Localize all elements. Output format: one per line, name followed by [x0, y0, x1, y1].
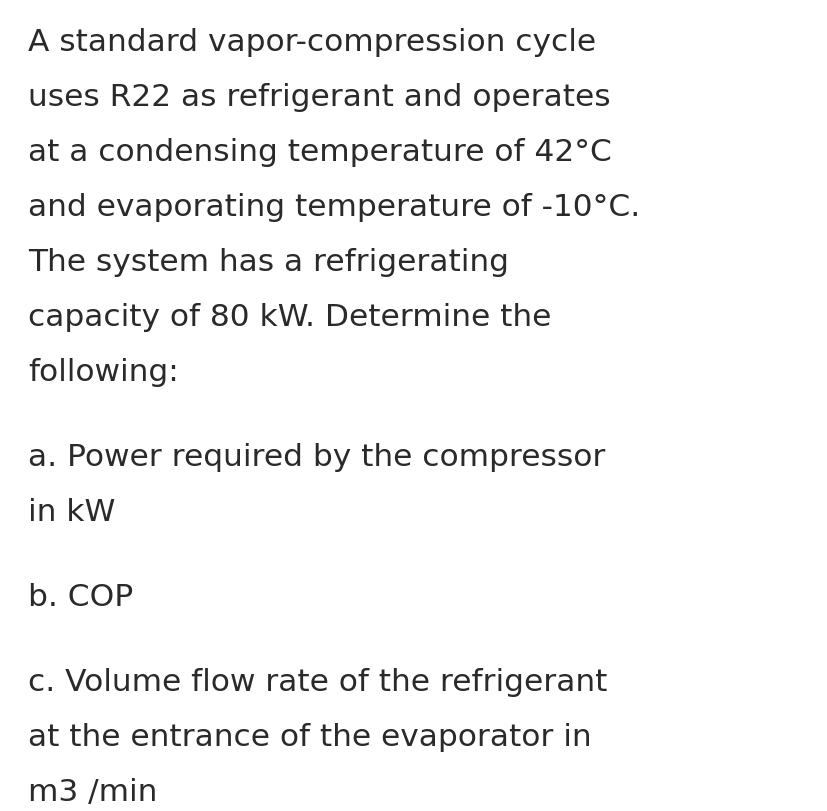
Text: b. COP: b. COP: [28, 582, 133, 611]
Text: in kW: in kW: [28, 497, 116, 526]
Text: m3 /min: m3 /min: [28, 777, 157, 806]
Text: a. Power required by the compressor: a. Power required by the compressor: [28, 443, 605, 471]
Text: c. Volume flow rate of the refrigerant: c. Volume flow rate of the refrigerant: [28, 667, 607, 696]
Text: and evaporating temperature of -10°C.: and evaporating temperature of -10°C.: [28, 193, 640, 221]
Text: A standard vapor-compression cycle: A standard vapor-compression cycle: [28, 28, 596, 57]
Text: at the entrance of the evaporator in: at the entrance of the evaporator in: [28, 722, 591, 751]
Text: capacity of 80 kW. Determine the: capacity of 80 kW. Determine the: [28, 303, 552, 332]
Text: uses R22 as refrigerant and operates: uses R22 as refrigerant and operates: [28, 83, 610, 112]
Text: following:: following:: [28, 358, 179, 387]
Text: The system has a refrigerating: The system has a refrigerating: [28, 247, 509, 277]
Text: at a condensing temperature of 42°C: at a condensing temperature of 42°C: [28, 138, 612, 167]
